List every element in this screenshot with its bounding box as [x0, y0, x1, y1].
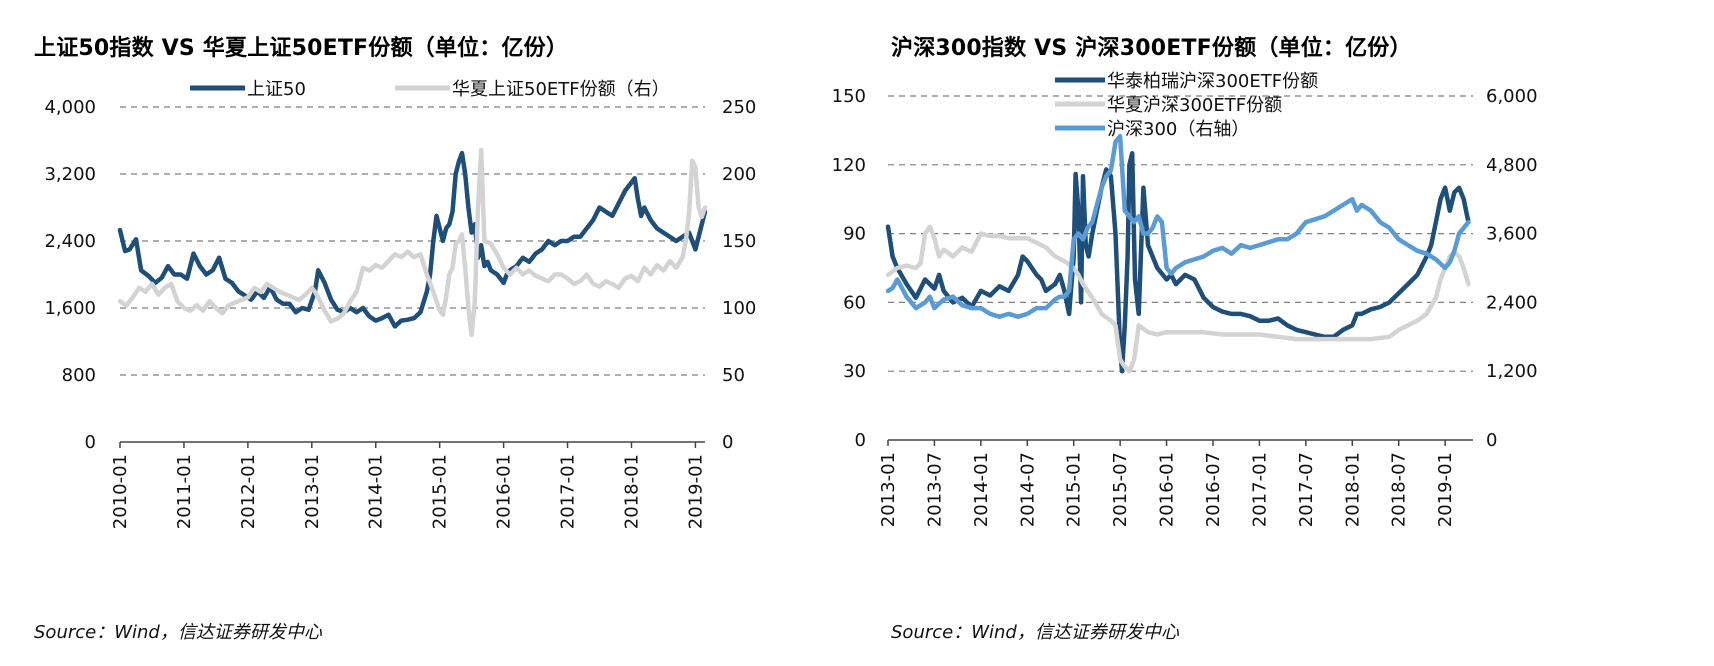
series-line-0	[885, 151, 1471, 374]
y-left-tick-label: 1,600	[44, 298, 96, 319]
x-tick-label: 2010-01	[110, 454, 131, 529]
series-line-1	[885, 224, 1471, 374]
x-tick-label: 2014-07	[1017, 452, 1038, 527]
y-right-tick-label: 6,000	[1486, 86, 1538, 107]
chart-panel-shanghai50: 上证50指数 VS 华夏上证50ETF份额（单位：亿份） 0 800 1,600 2,…	[34, 36, 756, 643]
series-line-2	[885, 133, 1471, 319]
y-left-tick-label: 60	[843, 292, 866, 313]
y-right-tick-label: 150	[722, 231, 756, 252]
x-tick-label: 2016-01	[494, 454, 515, 529]
x-tick-label: 2018-01	[621, 454, 642, 529]
chart-svg-shanghai50: 0 800 1,600 2,400 3,200 4,000 0 50 100 150 200 250 2…	[44, 79, 756, 529]
y-right-tick-label: 0	[1486, 430, 1497, 451]
y-right-tick-label: 3,600	[1486, 224, 1538, 245]
y-left-tick-label: 0	[855, 430, 866, 451]
x-tick-label: 2016-07	[1203, 452, 1224, 527]
y-left-tick-label: 30	[843, 361, 866, 382]
x-tick-label: 2014-01	[366, 454, 387, 529]
x-tick-label: 2014-01	[971, 452, 992, 527]
y-right-tick-label: 1,200	[1486, 361, 1538, 382]
source-note: Source：Wind，信达证券研发中心	[34, 622, 322, 643]
x-tick-label: 2017-01	[1249, 452, 1270, 527]
x-tick-label: 2019-01	[685, 454, 706, 529]
x-tick-label: 2012-01	[238, 454, 259, 529]
x-tick-label: 2015-07	[1110, 452, 1131, 527]
y-right-tick-label: 200	[722, 164, 756, 185]
y-left-tick-label: 2,400	[44, 231, 96, 252]
y-left-tick-label: 800	[62, 365, 96, 386]
y-left-tick-label: 4,000	[44, 97, 96, 118]
y-right-tick-label: 4,800	[1486, 155, 1538, 176]
x-tick-label: 2015-01	[430, 454, 451, 529]
x-tick-label: 2015-01	[1064, 452, 1085, 527]
y-left-tick-label: 90	[843, 224, 866, 245]
chart-panel-csi300: 沪深300指数 VS 沪深300ETF份额（单位：亿份） 0 30 60 90 120 1…	[832, 0, 1714, 666]
x-tick-label: 2018-07	[1389, 452, 1410, 527]
x-tick-label: 2016-01	[1157, 452, 1178, 527]
y-left-tick-label: 120	[832, 155, 866, 176]
x-tick-label: 2013-07	[924, 452, 945, 527]
legend-label: 华夏上证50ETF份额（右）	[452, 79, 670, 100]
y-left-tick-label: 0	[85, 432, 96, 453]
source-note: Source：Wind，信达证券研发中心	[891, 622, 1179, 643]
series-line-0	[117, 150, 708, 329]
x-tick-label: 2017-01	[558, 454, 579, 529]
y-right-tick-label: 2,400	[1486, 292, 1538, 313]
chart-svg-csi300: 0 30 60 90 120 150 0 1,200 2,400 3,600 4,800 6,000 2…	[832, 71, 1538, 527]
x-tick-label: 2017-07	[1296, 452, 1317, 527]
x-tick-label: 2019-01	[1435, 452, 1456, 527]
y-left-tick-label: 150	[832, 86, 866, 107]
legend-label: 华夏沪深300ETF份额	[1107, 95, 1282, 116]
legend-label: 华泰柏瑞沪深300ETF份额	[1107, 71, 1318, 92]
x-tick-label: 2013-01	[302, 454, 323, 529]
legend-label: 上证50	[247, 79, 306, 100]
legend-label: 沪深300（右轴）	[1107, 119, 1249, 140]
chart-title: 上证50指数 VS 华夏上证50ETF份额（单位：亿份）	[34, 36, 569, 61]
y-right-tick-label: 100	[722, 298, 756, 319]
chart-title: 沪深300指数 VS 沪深300ETF份额（单位：亿份）	[891, 36, 1412, 61]
series-line-1	[117, 147, 708, 338]
x-tick-label: 2011-01	[174, 454, 195, 529]
y-right-tick-label: 250	[722, 97, 756, 118]
x-tick-label: 2013-01	[878, 452, 899, 527]
y-left-tick-label: 3,200	[44, 164, 96, 185]
x-tick-label: 2018-01	[1342, 452, 1363, 527]
y-right-tick-label: 0	[722, 432, 733, 453]
y-right-tick-label: 50	[722, 365, 745, 386]
